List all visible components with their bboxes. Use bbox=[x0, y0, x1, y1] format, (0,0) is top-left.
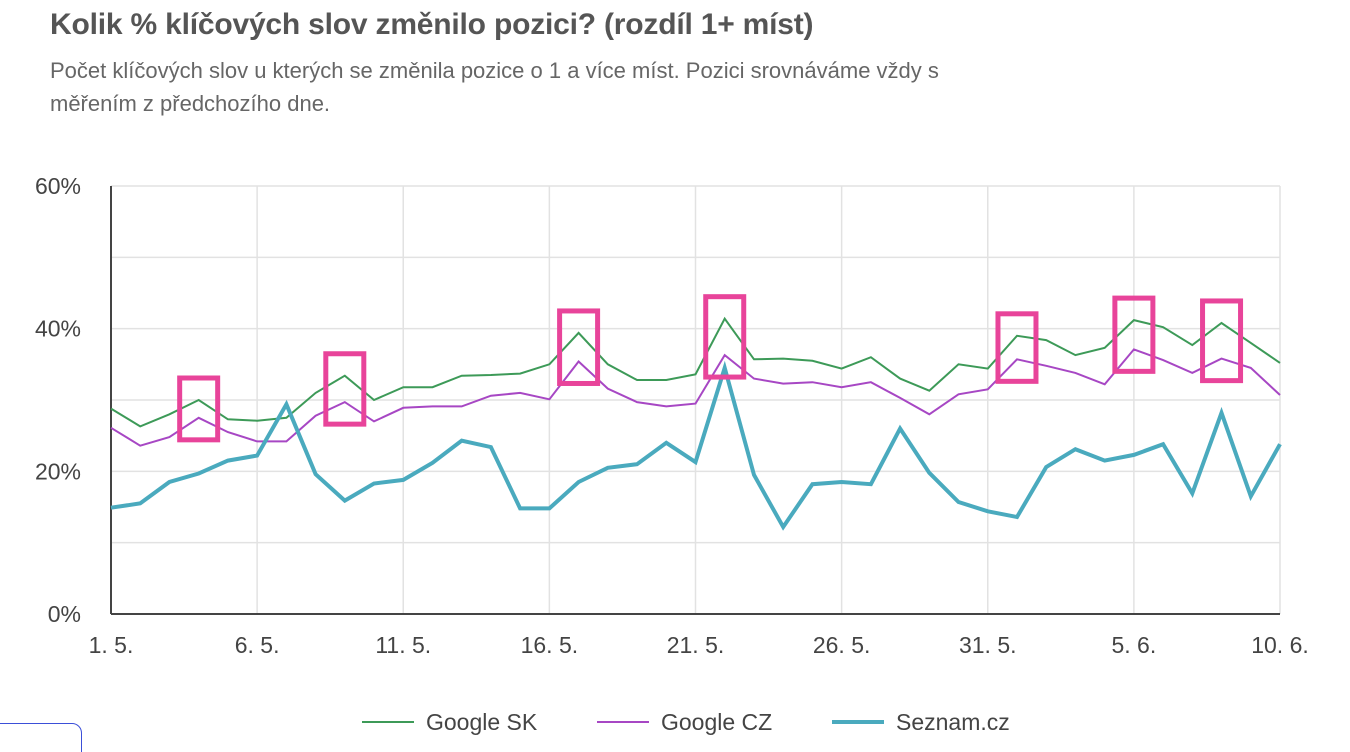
corner-panel[interactable] bbox=[0, 723, 82, 752]
x-tick-label: 5. 6. bbox=[1111, 632, 1156, 658]
chart-subtitle: Počet klíčových slov u kterých se změnil… bbox=[50, 58, 939, 116]
x-tick-label: 10. 6. bbox=[1251, 632, 1309, 658]
highlight-box bbox=[557, 308, 601, 386]
y-tick-label: 60% bbox=[35, 173, 81, 199]
highlight-box bbox=[703, 294, 747, 380]
highlight-box bbox=[323, 351, 367, 427]
series-line-google-sk bbox=[110, 316, 1281, 428]
series-line-google-cz bbox=[110, 348, 1281, 447]
y-tick-label: 40% bbox=[35, 316, 81, 342]
x-tick-label: 31. 5. bbox=[959, 632, 1017, 658]
legend-label-google-sk: Google SK bbox=[426, 709, 538, 735]
series-line-seznam bbox=[110, 360, 1282, 531]
x-tick-label: 1. 5. bbox=[89, 632, 134, 658]
highlight-box bbox=[1200, 298, 1244, 384]
x-tick-label: 26. 5. bbox=[813, 632, 871, 658]
y-tick-label: 20% bbox=[35, 458, 81, 484]
highlight-box bbox=[1112, 295, 1156, 374]
legend-label-google-cz: Google CZ bbox=[661, 709, 772, 735]
y-tick-label: 0% bbox=[48, 601, 81, 627]
highlight-box bbox=[995, 311, 1039, 384]
x-tick-label: 6. 5. bbox=[235, 632, 280, 658]
legend-label-seznam: Seznam.cz bbox=[896, 709, 1010, 735]
highlight-box bbox=[177, 375, 221, 443]
x-tick-label: 16. 5. bbox=[521, 632, 579, 658]
x-tick-label: 11. 5. bbox=[375, 632, 431, 658]
x-tick-label: 21. 5. bbox=[667, 632, 725, 658]
chart-title: Kolik % klíčových slov změnilo pozici? (… bbox=[50, 8, 814, 41]
